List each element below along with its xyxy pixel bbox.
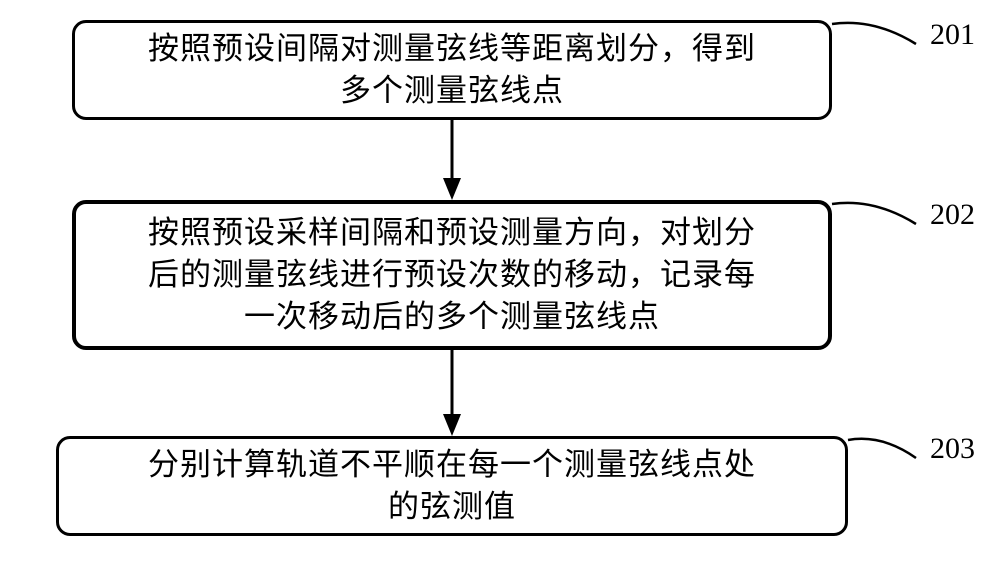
flow-node-202: 按照预设采样间隔和预设测量方向，对划分 后的测量弦线进行预设次数的移动，记录每 … — [72, 200, 832, 350]
flow-node-201-leader — [832, 24, 920, 48]
flow-node-203-label: 203 — [930, 432, 975, 466]
flow-node-201: 按照预设间隔对测量弦线等距离划分，得到 多个测量弦线点 — [72, 20, 832, 120]
flow-node-203: 分别计算轨道不平顺在每一个测量弦线点处 的弦测值 — [56, 436, 848, 536]
flow-node-202-label: 202 — [930, 198, 975, 232]
flow-node-202-leader — [832, 204, 920, 228]
flow-node-201-label: 201 — [930, 18, 975, 52]
flowchart-canvas: 按照预设间隔对测量弦线等距离划分，得到 多个测量弦线点 201 按照预设采样间隔… — [0, 0, 1000, 571]
flow-edge-201-202 — [434, 120, 470, 200]
flow-node-203-leader — [848, 440, 920, 462]
flow-edge-202-203 — [434, 350, 470, 436]
